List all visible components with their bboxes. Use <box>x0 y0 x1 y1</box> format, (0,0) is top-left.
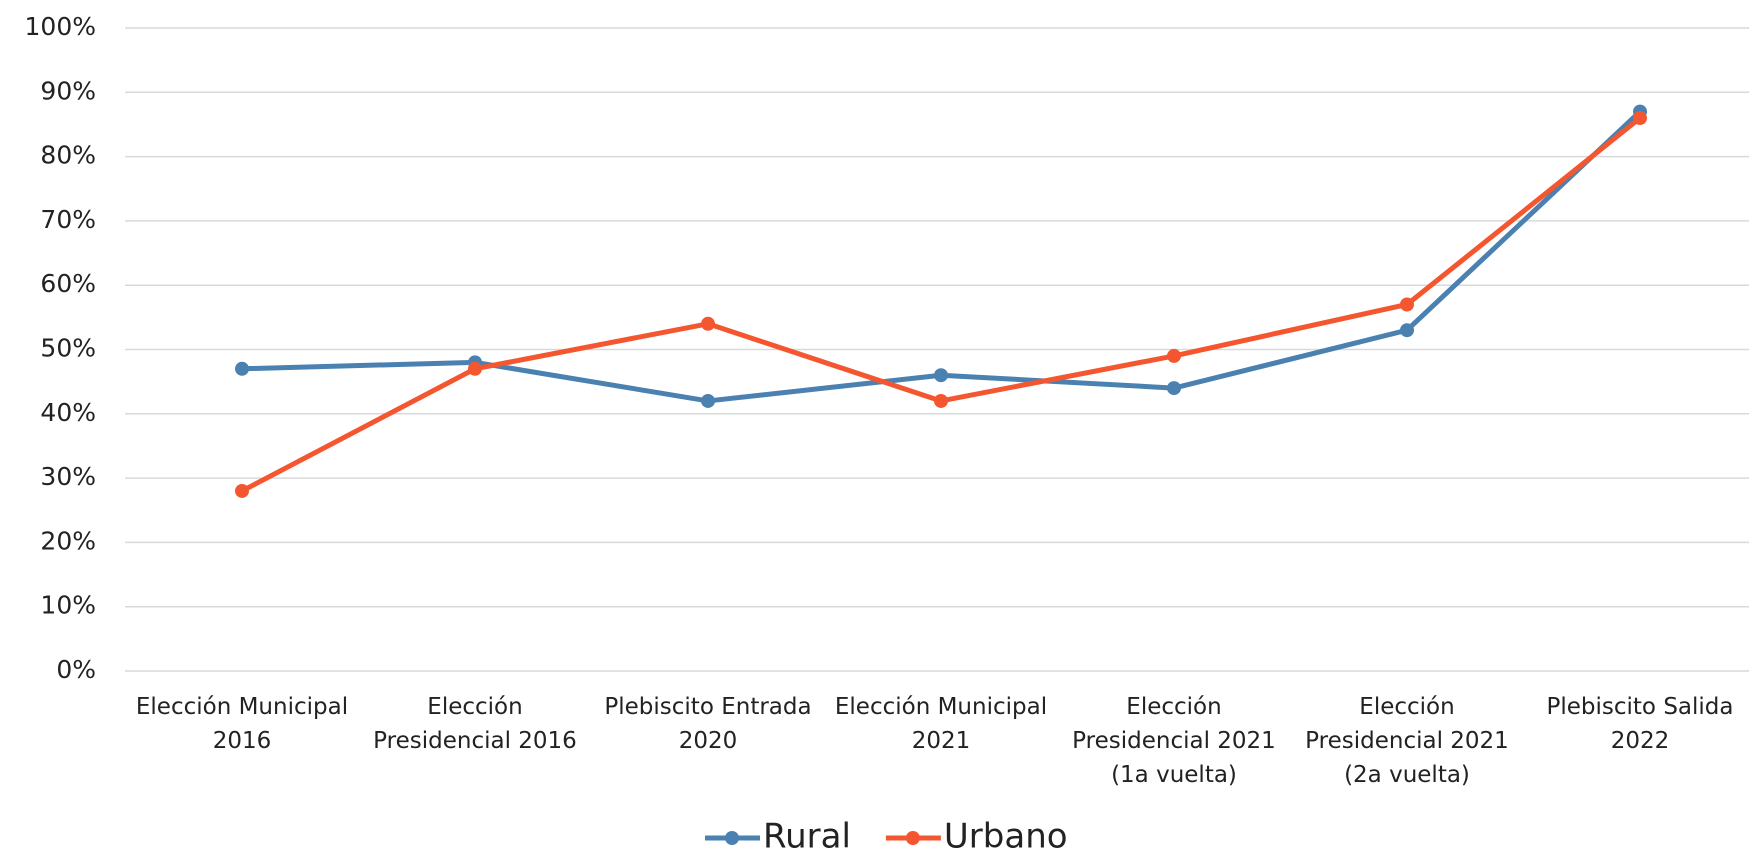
data-point <box>934 368 948 383</box>
y-tick-label: 80% <box>40 141 96 170</box>
y-tick-label: 30% <box>40 462 96 491</box>
data-point <box>1400 297 1414 312</box>
y-tick-label: 70% <box>40 205 96 234</box>
legend-marker <box>725 831 739 845</box>
x-tick-label: Elección Presidencial 2016 <box>373 694 577 754</box>
x-tick-label: Elección Municipal 2021 <box>834 694 1048 754</box>
y-tick-label: 0% <box>56 655 96 684</box>
legend-marker <box>905 831 920 845</box>
data-point <box>1633 111 1647 126</box>
x-tick-label: Elección Municipal 2016 <box>135 694 349 754</box>
data-point <box>1167 348 1181 363</box>
data-point <box>701 316 715 331</box>
x-tick-label: Elección Presidencial 2021 (2a vuelta) <box>1305 694 1509 788</box>
y-tick-label: 50% <box>40 334 96 363</box>
x-tick-label: Elección Presidencial 2021 (1a vuelta) <box>1072 694 1276 788</box>
legend-label: Rural <box>763 817 851 855</box>
x-tick-label: Plebiscito Entrada 2020 <box>604 694 812 754</box>
data-point <box>235 483 249 498</box>
y-tick-label: 90% <box>40 76 96 105</box>
y-tick-label: 100% <box>25 12 96 41</box>
data-point <box>1400 323 1414 338</box>
x-tick-label: Plebiscito Salida 2022 <box>1546 694 1734 754</box>
data-point <box>235 361 249 376</box>
y-tick-label: 20% <box>40 526 96 555</box>
data-point <box>1167 381 1181 396</box>
data-point <box>934 393 948 408</box>
series-line <box>240 116 1642 494</box>
y-tick-label: 10% <box>40 591 96 620</box>
y-tick-label: 60% <box>40 269 96 298</box>
y-tick-label: 40% <box>40 398 96 427</box>
series-line <box>241 109 1642 404</box>
legend-label: Urbano <box>944 817 1068 855</box>
data-point <box>701 393 715 408</box>
data-point <box>468 361 482 376</box>
